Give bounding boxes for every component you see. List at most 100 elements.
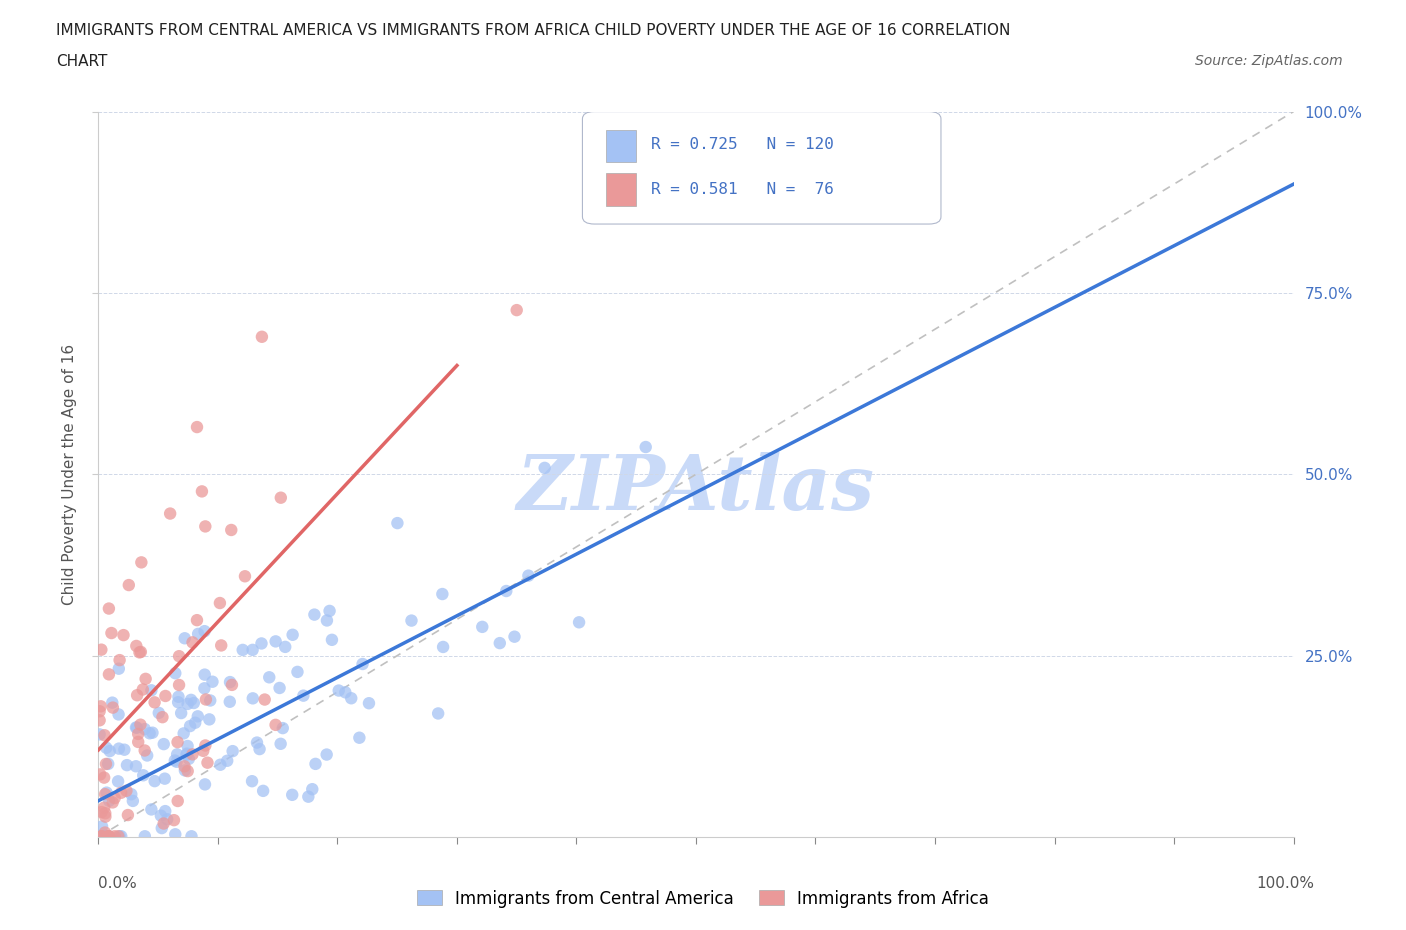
Point [117,807,139,822]
Point [153,771,176,786]
Point [134,743,156,758]
Point [141,683,163,698]
Point [233,569,256,584]
Point [94,787,117,802]
Point [155,804,177,818]
Point [253,692,276,707]
Point [89,727,111,742]
Point [249,741,271,756]
Point [167,678,190,693]
Point [120,787,142,802]
Point [125,759,148,774]
Point [150,820,173,835]
Legend: Immigrants from Central America, Immigrants from Africa: Immigrants from Central America, Immigra… [411,883,995,914]
Point [328,684,350,698]
Point [197,755,219,770]
Point [101,696,124,711]
Point [352,657,374,671]
Point [488,636,510,651]
Point [219,523,242,538]
Point [209,638,232,653]
Text: ZIPAtlas: ZIPAtlas [517,452,875,525]
Point [264,717,287,732]
Point [194,519,217,534]
Point [97,756,120,771]
Point [301,782,323,797]
Point [180,829,202,844]
Point [193,743,215,758]
Point [200,693,222,708]
Point [173,726,195,741]
Point [97,667,120,682]
Point [194,777,217,791]
Point [264,634,287,649]
Point [292,688,315,703]
Text: 100.0%: 100.0% [1257,876,1315,891]
Point [281,628,304,643]
Point [335,684,357,699]
Point [281,788,304,803]
Point [159,506,181,521]
Point [135,671,157,686]
Point [108,653,131,668]
Point [143,774,166,789]
Point [201,674,224,689]
Point [94,809,117,824]
Point [217,753,239,768]
Point [107,829,129,844]
Point [156,812,179,827]
Point [568,615,591,630]
Point [127,688,149,703]
Point [208,595,231,610]
Point [183,696,205,711]
Point [132,768,155,783]
Point [97,829,120,844]
Point [246,735,269,750]
Point [271,721,294,736]
FancyBboxPatch shape [582,112,941,224]
Point [401,613,423,628]
Point [219,674,242,689]
Point [184,715,207,730]
Point [127,726,149,741]
Point [209,757,232,772]
Point [121,793,143,808]
Point [269,681,291,696]
Point [141,725,163,740]
Text: 0.0%: 0.0% [98,876,138,891]
Point [173,759,195,774]
Point [104,790,127,805]
Point [155,688,177,703]
Point [176,738,198,753]
Point [90,643,112,658]
Point [94,756,117,771]
Point [252,783,274,798]
Point [506,302,529,317]
Point [166,747,188,762]
Point [221,677,243,692]
Point [179,719,201,734]
Point [127,735,149,750]
Point [93,829,115,844]
Point [167,649,190,664]
Point [108,829,131,844]
Point [138,725,160,740]
Point [143,695,166,710]
Point [270,490,292,505]
Point [274,640,297,655]
Point [110,829,132,844]
Point [125,720,148,735]
Point [221,744,243,759]
Point [141,802,163,817]
Point [107,661,129,676]
Point [101,795,124,810]
Point [112,742,135,757]
Point [304,756,326,771]
Point [94,805,117,820]
Point [287,664,309,679]
Point [107,707,129,722]
Point [304,607,326,622]
Point [152,737,174,751]
Point [174,763,197,777]
Point [94,825,117,840]
